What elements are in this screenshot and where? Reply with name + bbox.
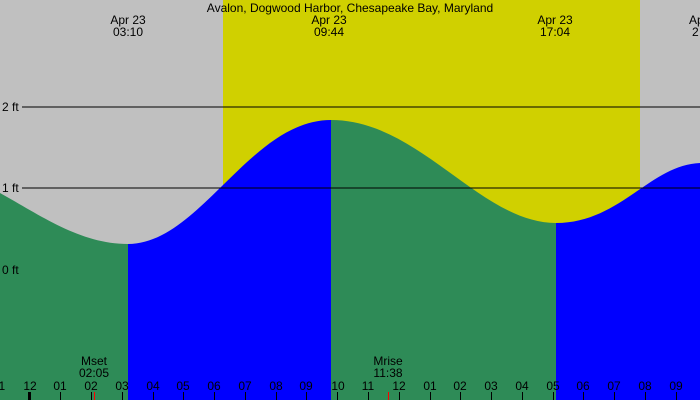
hour-tick-label: 10 [331,379,345,393]
hour-tick-label: 09 [669,379,683,393]
hour-tick-label: 04 [146,379,160,393]
tide-event-date: Apr 23 [110,13,146,27]
y-label-0ft: 0 ft [2,263,19,277]
tide-falling-area-1 [0,193,128,400]
hour-tick-label: 03 [484,379,498,393]
tide-event-date: Apr 23 [311,13,347,27]
y-label-2ft: 2 ft [2,100,19,114]
tide-event-time: 09:44 [314,25,344,39]
hour-tick-label: 11 [0,379,6,393]
moon-event-time: 02:05 [79,366,109,380]
moon-event-label: Mrise [373,354,403,368]
hour-tick-label: 06 [207,379,221,393]
hour-tick-label: 05 [546,379,560,393]
hour-tick-label: 04 [515,379,529,393]
hour-tick-label: 06 [576,379,590,393]
tide-rising-area-1 [128,120,331,400]
hour-tick-label: 05 [176,379,190,393]
tide-event-time: 2 [692,25,699,39]
hour-tick-label: 03 [115,379,129,393]
moon-event-label: Mset [81,354,108,368]
tide-falling-area-2 [331,120,556,400]
tide-event-time: 17:04 [540,25,570,39]
moon-event-time: 11:38 [373,366,402,380]
hour-tick-label: 01 [53,379,67,393]
tide-event-time: 03:10 [113,25,143,39]
hour-axis: 11 12 01 02 03 04 05 06 07 08 09 10 11 1… [0,379,683,393]
hour-tick-label: 02 [84,379,98,393]
hour-tick-label: 11 [362,379,375,393]
hour-tick-label: 12 [392,379,406,393]
hour-tick-label: 01 [423,379,437,393]
hour-tick-label: 08 [638,379,652,393]
hour-tick-label: 07 [607,379,621,393]
tide-event-date: Apr 23 [537,13,573,27]
y-label-1ft: 1 ft [2,181,19,195]
tide-event-date: Ap [689,13,700,27]
hour-tick-label: 08 [269,379,283,393]
tide-rising-area-2 [556,163,700,400]
hour-tick-marks [28,392,677,400]
chart-title: Avalon, Dogwood Harbor, Chesapeake Bay, … [207,1,493,15]
hour-tick-label: 09 [299,379,313,393]
hour-tick-label: 02 [453,379,467,393]
hour-tick-label: 07 [238,379,252,393]
hour-tick-label: 12 [23,379,37,393]
